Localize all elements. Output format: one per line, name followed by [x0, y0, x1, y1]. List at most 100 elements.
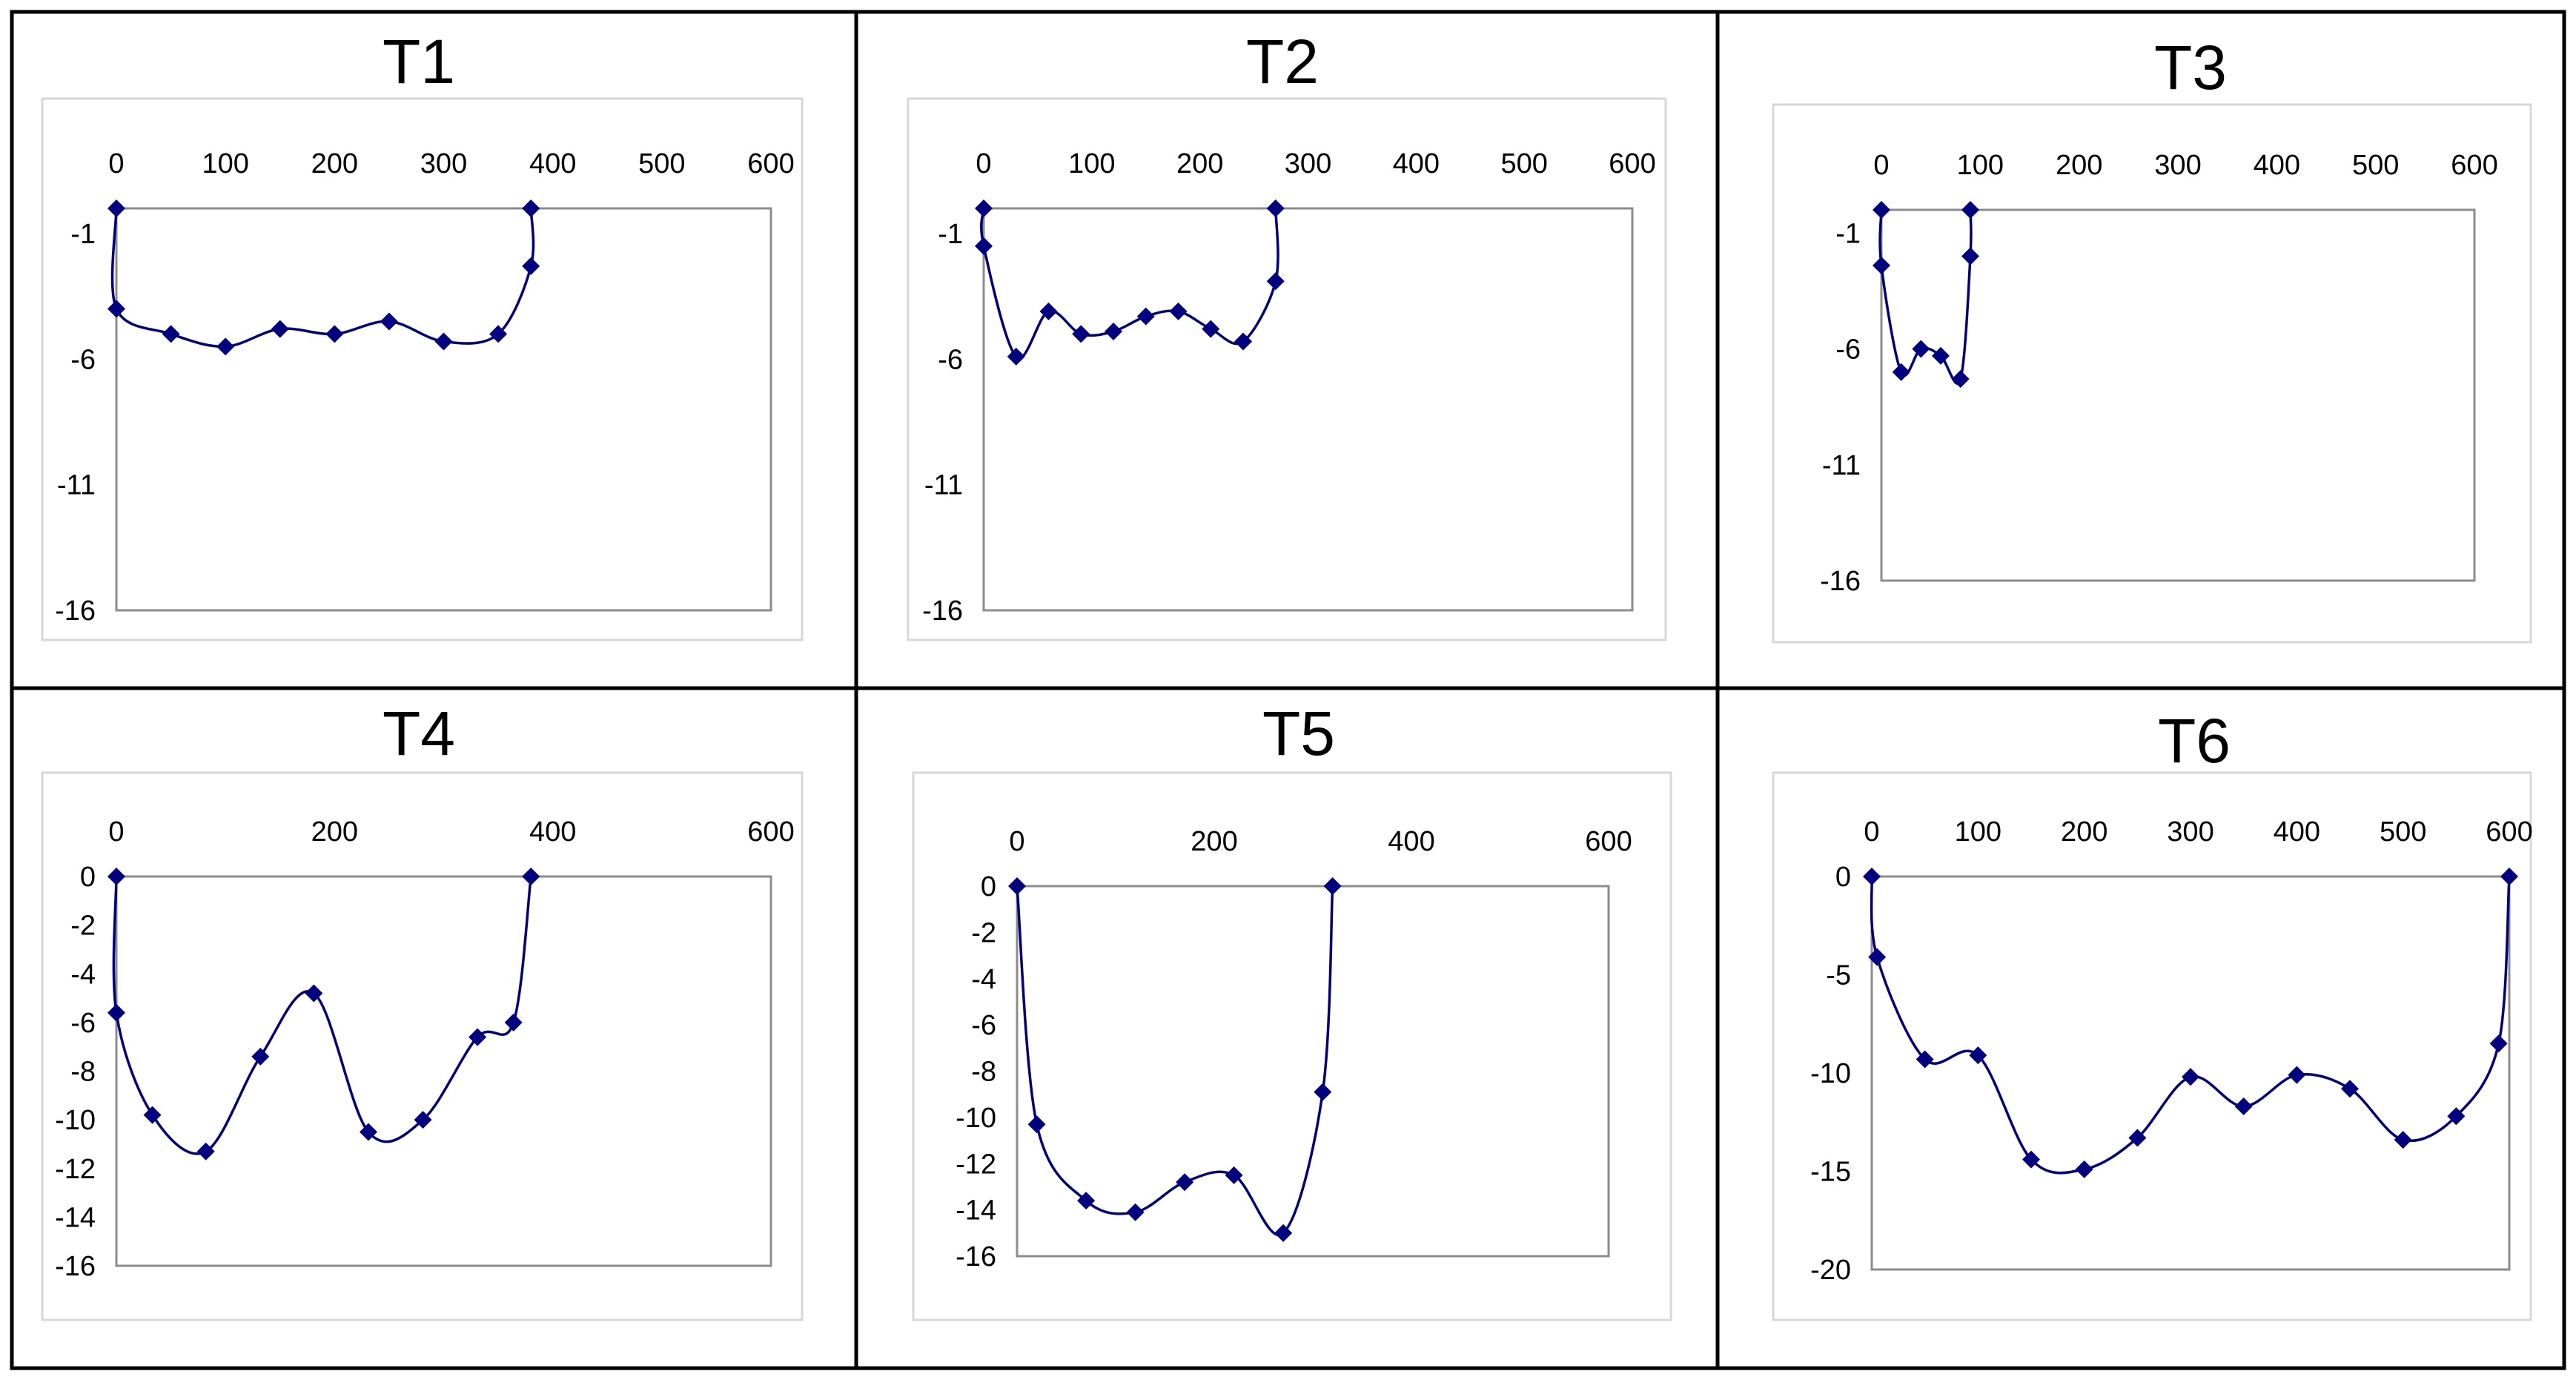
data-point-marker — [1916, 1050, 1934, 1069]
y-tick-label: -1 — [938, 219, 963, 250]
data-point-marker — [216, 337, 235, 356]
data-point-marker — [1314, 1083, 1332, 1101]
data-point-marker — [2288, 1066, 2306, 1084]
x-tick-label: 600 — [747, 816, 794, 848]
y-tick-label: -6 — [938, 344, 963, 375]
x-tick-label: 600 — [1609, 148, 1655, 179]
chart-panel-t5: T5 0 200 400 600 0 -2 -4 -6 -8 -10 -12 -14 -16 — [912, 699, 1672, 1321]
chart-panel-t4: T4 0 200 400 600 0 -2 -4 -6 -8 -10 -12 -14 -16 — [41, 699, 804, 1321]
y-tick-label: 0 — [80, 862, 96, 893]
data-point-marker — [1225, 1166, 1243, 1184]
data-point-marker — [1892, 363, 1910, 381]
data-point-marker — [251, 1047, 270, 1066]
y-tick-label: -15 — [1810, 1157, 1851, 1188]
data-point-marker — [359, 1123, 377, 1141]
data-point-marker — [489, 325, 508, 343]
chart-title: T5 — [1262, 699, 1335, 768]
chart-panel-t3: T3 0 100 200 300 400 500 600 -1 -6 -11 -16 — [1772, 33, 2532, 644]
y-tick-label: -6 — [1835, 334, 1861, 366]
data-point-marker — [380, 312, 398, 331]
chart-card — [912, 771, 1672, 1321]
x-tick-label: 600 — [2451, 150, 2497, 181]
data-point-marker — [1863, 868, 1881, 885]
y-tick-label: -10 — [1810, 1058, 1851, 1089]
data-point-marker — [468, 1028, 487, 1046]
data-point-marker — [1176, 1173, 1194, 1192]
data-point-marker — [1274, 1224, 1293, 1242]
data-point-marker — [107, 300, 125, 318]
x-tick-label: 500 — [1500, 148, 1547, 179]
data-point-marker — [2489, 1034, 2508, 1053]
x-tick-label: 0 — [1873, 150, 1889, 181]
data-point-marker — [271, 320, 289, 338]
plot-area: 0 100 200 300 400 500 600 -1 -6 -11 -16 — [55, 148, 795, 627]
data-point-marker — [1266, 272, 1285, 291]
data-point-marker — [1234, 332, 1252, 351]
data-point-marker — [434, 332, 453, 351]
data-point-marker — [1077, 1192, 1096, 1210]
x-tick-label: 100 — [202, 148, 248, 179]
data-point-marker — [2234, 1097, 2253, 1116]
chart-card — [907, 97, 1667, 641]
x-tick-label: 100 — [1955, 816, 2001, 848]
plot-frame — [1870, 875, 2511, 1271]
x-tick-label: 500 — [638, 148, 685, 179]
x-tick-label: 0 — [108, 816, 124, 848]
data-point-marker — [2075, 1160, 2093, 1178]
data-point-marker — [1873, 201, 1890, 219]
y-tick-label: -11 — [1822, 450, 1861, 481]
x-tick-label: 0 — [108, 148, 124, 179]
data-point-marker — [975, 237, 993, 255]
data-point-marker — [1323, 877, 1342, 895]
chart-title: T2 — [1246, 27, 1319, 96]
x-tick-label: 300 — [420, 148, 467, 179]
x-tick-label: 600 — [747, 148, 794, 179]
data-point-marker — [1007, 347, 1025, 366]
x-tick-label: 200 — [1191, 826, 1237, 857]
x-tick-label: 300 — [1285, 148, 1331, 179]
chart-panel-t6: T6 0 100 200 300 400 500 600 0 -5 -10 -15 -20 — [1772, 706, 2533, 1321]
y-tick-label: -1 — [70, 219, 96, 250]
data-point-marker — [143, 1106, 162, 1124]
series-line — [1878, 209, 1973, 385]
series-line — [980, 208, 1279, 360]
y-tick-label: -2 — [971, 917, 996, 948]
data-point-marker — [975, 199, 993, 217]
data-point-marker — [2128, 1129, 2147, 1147]
plot-frame — [1016, 885, 1610, 1258]
plot-frame — [115, 207, 772, 612]
y-tick-label: -2 — [70, 911, 96, 942]
series-line — [112, 876, 532, 1155]
data-point-marker — [1105, 322, 1122, 340]
y-tick-label: -16 — [55, 595, 96, 627]
data-point-marker — [1136, 307, 1155, 326]
data-point-marker — [1912, 340, 1930, 358]
x-tick-label: 500 — [2380, 816, 2426, 848]
data-point-marker — [325, 325, 344, 343]
data-point-marker — [1932, 346, 1950, 365]
data-point-marker — [414, 1111, 432, 1129]
x-tick-label: 100 — [1068, 148, 1115, 179]
y-tick-label: -20 — [1810, 1255, 1851, 1286]
plot-area: 0 100 200 300 400 500 600 -1 -6 -11 -16 — [922, 148, 1656, 627]
data-point-marker — [305, 984, 323, 1003]
data-point-marker — [504, 1013, 523, 1031]
y-tick-label: -6 — [70, 344, 96, 375]
x-tick-label: 100 — [1957, 150, 2004, 181]
x-tick-label: 400 — [2254, 150, 2300, 181]
y-tick-label: -12 — [956, 1149, 996, 1180]
y-tick-label: -6 — [971, 1010, 996, 1041]
data-point-marker — [1008, 877, 1026, 895]
data-point-marker — [522, 868, 540, 885]
x-tick-label: 200 — [2061, 816, 2108, 848]
y-tick-label: -14 — [956, 1195, 996, 1227]
data-point-marker — [522, 199, 540, 217]
y-tick-label: -1 — [1835, 218, 1861, 249]
y-tick-label: -16 — [956, 1241, 996, 1272]
y-tick-label: -16 — [55, 1251, 96, 1282]
data-point-marker — [107, 1003, 125, 1022]
x-tick-label: 200 — [1176, 148, 1223, 179]
plot-frame — [982, 207, 1634, 612]
chart-title: T6 — [2158, 706, 2231, 776]
